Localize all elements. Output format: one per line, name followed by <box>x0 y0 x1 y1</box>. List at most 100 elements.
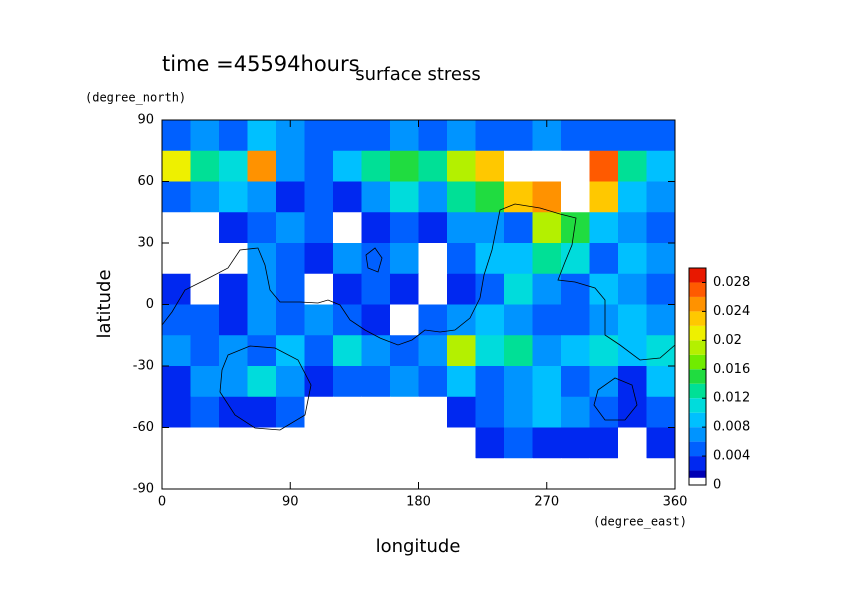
field-cell <box>504 366 533 398</box>
field-cell <box>504 181 533 213</box>
field-cell <box>190 181 220 213</box>
field-cell <box>646 120 676 152</box>
field-cell <box>618 243 647 275</box>
field-cell <box>247 273 277 305</box>
field-cell <box>162 427 191 459</box>
field-cell <box>589 120 619 152</box>
field-cell <box>418 304 448 336</box>
field-cell <box>475 150 505 182</box>
y-tick-label: 90 <box>137 113 154 128</box>
field-cell <box>304 120 334 152</box>
field-cell <box>532 181 562 213</box>
field-cell <box>219 458 248 490</box>
field-cell <box>447 427 476 459</box>
field-cell <box>618 273 647 305</box>
field-cell <box>418 335 448 367</box>
field-cell <box>418 212 448 244</box>
y-axis-title: latitude <box>94 269 115 338</box>
field-cell <box>333 273 362 305</box>
colorbar-band <box>689 412 706 428</box>
coastline <box>219 345 312 431</box>
y-tick-label: -30 <box>133 359 154 374</box>
field-cell <box>561 243 590 275</box>
colorbar-band <box>689 369 706 384</box>
colorbar-tick-label: 0.02 <box>713 333 742 348</box>
field-cell <box>646 396 676 428</box>
colorbar-tick-label: 0.008 <box>713 420 750 435</box>
field-cell <box>162 181 191 213</box>
field-cell <box>247 150 277 182</box>
field-cell <box>561 304 590 336</box>
field-cell <box>504 304 533 336</box>
field-cell <box>276 181 305 213</box>
time-label: time =45594hours <box>162 52 360 76</box>
field-cell <box>390 458 419 490</box>
field-cell <box>276 366 305 398</box>
field-cell <box>646 335 676 367</box>
field-cell <box>276 427 305 459</box>
field-cell <box>333 458 362 490</box>
field-cell <box>618 120 647 152</box>
field-cell <box>561 366 590 398</box>
field-cell <box>190 366 220 398</box>
field-cell <box>390 212 419 244</box>
field-cell <box>475 120 505 152</box>
field-cell <box>276 273 305 305</box>
coastlines <box>161 203 676 431</box>
field-cell <box>361 120 391 152</box>
field-cell <box>190 458 220 490</box>
field-cell <box>561 181 590 213</box>
colorbar-band <box>689 456 706 471</box>
field-cell <box>561 150 590 182</box>
field-cell <box>475 396 505 428</box>
field-cell <box>247 335 277 367</box>
field-cell <box>447 458 476 490</box>
field-cell <box>646 304 676 336</box>
field-cell <box>190 243 220 275</box>
field-cell <box>561 273 590 305</box>
field-cell <box>333 150 362 182</box>
field-cell <box>333 212 362 244</box>
x-tick-label: 180 <box>406 495 431 510</box>
field-cell <box>304 427 334 459</box>
field-cell <box>304 396 334 428</box>
field-cell <box>618 458 647 490</box>
field-cell <box>219 335 248 367</box>
chart-title: surface stress <box>355 64 481 85</box>
field-cell <box>361 273 391 305</box>
x-unit: (degree_east) <box>593 515 687 529</box>
field-cell <box>190 396 220 428</box>
field-cell <box>247 427 277 459</box>
field-cell <box>447 304 476 336</box>
colorbar-band <box>689 311 706 326</box>
field-cell <box>618 181 647 213</box>
field-cell <box>589 243 619 275</box>
field-cell <box>618 304 647 336</box>
colorbar-band <box>689 427 706 442</box>
field-cell <box>361 396 391 428</box>
field-cell <box>390 304 419 336</box>
field-cell <box>162 120 191 152</box>
field-cell <box>361 458 391 490</box>
colorbar-band <box>689 383 706 399</box>
field-cell <box>475 304 505 336</box>
colorbar-tick-label: 0.012 <box>713 391 750 406</box>
colorbar-tick-label: 0.016 <box>713 362 750 377</box>
field-cell <box>418 396 448 428</box>
field-cell <box>333 396 362 428</box>
field-cell <box>418 120 448 152</box>
field-cell <box>304 150 334 182</box>
field-cell <box>219 212 248 244</box>
field-cell <box>561 335 590 367</box>
field-cell <box>162 335 191 367</box>
field-cell <box>219 243 248 275</box>
field-cell <box>219 366 248 398</box>
field-cell <box>247 304 277 336</box>
field-cell <box>333 120 362 152</box>
field-cell <box>162 396 191 428</box>
field-cell <box>589 366 619 398</box>
colorbar-tick-label: 0 <box>713 478 721 493</box>
field-cell <box>475 427 505 459</box>
coastline <box>161 203 676 361</box>
field-cell <box>361 243 391 275</box>
